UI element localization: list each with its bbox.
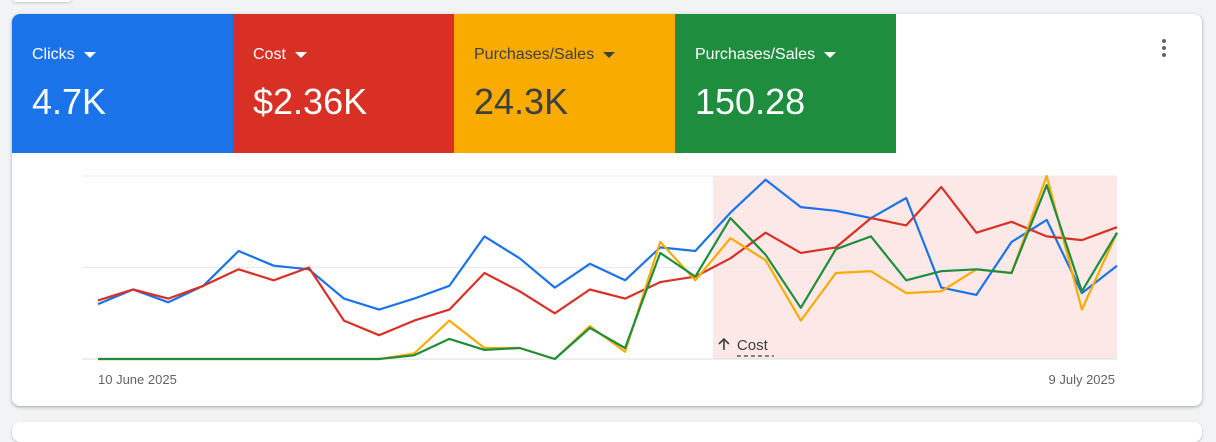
dropdown-arrow-icon[interactable] [294, 52, 307, 58]
metric-value: $2.36K [253, 81, 368, 122]
next-card-edge [12, 422, 1202, 442]
series-line-purchases_sales_2 [98, 184, 1118, 361]
metric-value: 150.28 [695, 81, 806, 122]
x-tick-label: 9 July 2025 [1049, 372, 1116, 387]
series-line-cost [97, 185, 1118, 337]
metric-tile-cost[interactable]: Cost $2.36K [233, 14, 454, 153]
metric-label: Clicks [32, 46, 75, 63]
metric-label: Purchases/Sales [474, 46, 595, 63]
metric-tile-purchases-sales-value[interactable]: Purchases/Sales 150.28 [675, 14, 896, 153]
previous-card-edge [12, 0, 72, 2]
metric-label: Cost [253, 46, 286, 63]
dropdown-arrow-icon[interactable] [824, 52, 837, 58]
x-tick-label: 10 June 2025 [98, 372, 177, 387]
dropdown-arrow-icon[interactable] [83, 52, 96, 58]
metric-value: 4.7K [32, 81, 107, 122]
more-vert-icon[interactable] [1152, 36, 1176, 60]
performance-card: Clicks 4.7K Cost $2.36K Purchases/Sales … [12, 14, 1202, 406]
metric-value: 24.3K [474, 81, 569, 122]
metric-tile-clicks[interactable]: Clicks 4.7K [12, 14, 233, 153]
arrow-up-icon [718, 337, 730, 350]
metric-label: Purchases/Sales [695, 46, 816, 63]
metric-tiles: Clicks 4.7K Cost $2.36K Purchases/Sales … [12, 14, 896, 153]
dropdown-arrow-icon[interactable] [603, 52, 616, 58]
metric-tile-purchases-sales[interactable]: Purchases/Sales 24.3K [454, 14, 675, 153]
performance-line-chart: 10 June 2025 9 July 2025 Cost [82, 174, 1119, 387]
highlight-label[interactable]: Cost [737, 337, 769, 354]
